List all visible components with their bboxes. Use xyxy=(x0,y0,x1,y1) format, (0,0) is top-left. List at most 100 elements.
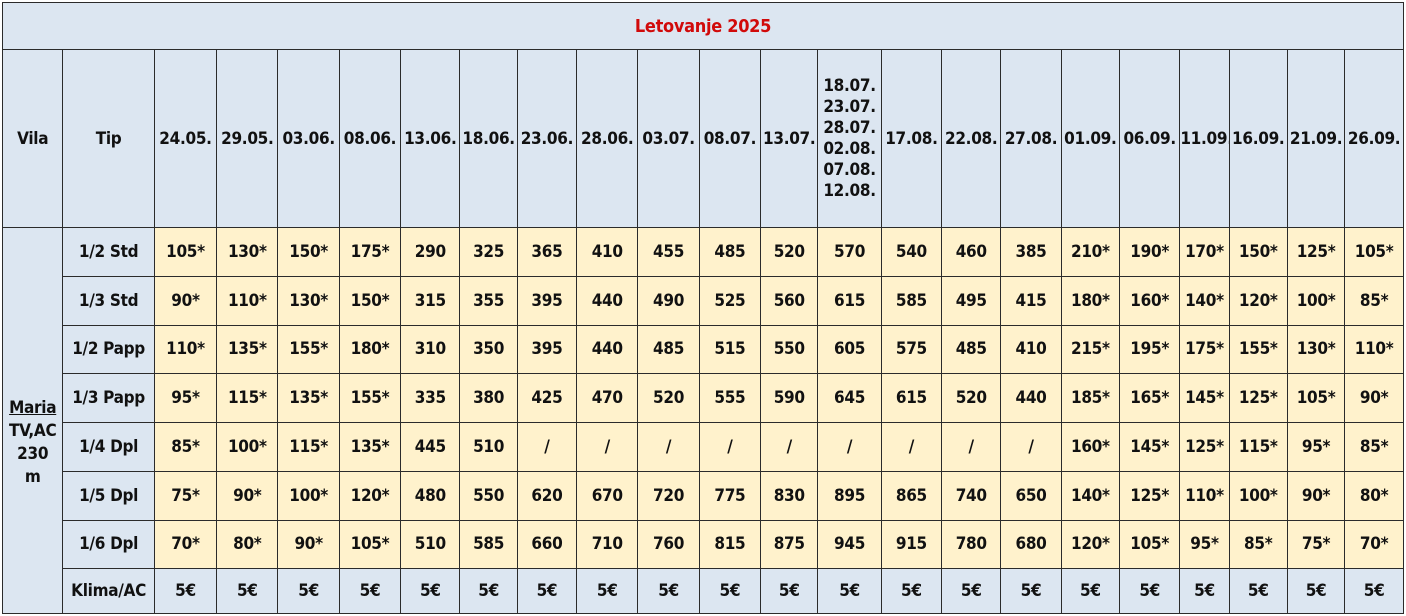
header-vila: Vila xyxy=(1,49,64,228)
price-cell: 105* xyxy=(1118,519,1181,570)
price-cell: 75* xyxy=(1286,519,1346,570)
price-cell: 585 xyxy=(880,275,943,326)
price-cell: 90* xyxy=(277,519,340,570)
price-cell: 135* xyxy=(338,422,402,472)
ac-price-cell: 5€ xyxy=(817,568,882,614)
price-cell: 335 xyxy=(400,373,461,423)
table-row: 1/6 Dpl 70* 80* 90* 105* 510 585 660 710 760 815 87… xyxy=(3,519,1404,570)
header-date: 13.07. xyxy=(760,49,819,228)
header-date: 27.08. xyxy=(1000,49,1062,228)
price-cell: 105* xyxy=(1286,373,1346,423)
price-cell: 350 xyxy=(459,324,518,375)
price-cell: 780 xyxy=(941,519,1002,570)
villa-distance-unit: m xyxy=(24,466,41,487)
price-cell: 540 xyxy=(880,227,943,277)
price-cell: 585 xyxy=(459,519,518,570)
price-cell: 165* xyxy=(1118,373,1181,423)
room-type: 1/5 Dpl xyxy=(62,470,155,521)
price-cell: 440 xyxy=(1000,373,1062,423)
price-cell: 680 xyxy=(1000,519,1062,570)
price-cell: 550 xyxy=(459,470,518,521)
price-cell: 70* xyxy=(1344,519,1404,570)
price-cell: 95* xyxy=(1179,519,1230,570)
price-cell: 605 xyxy=(817,324,882,375)
price-cell: 570 xyxy=(817,227,882,277)
price-cell: 575 xyxy=(880,324,943,375)
table-title: Letovanje 2025 xyxy=(2,2,1404,50)
ac-price-cell: 5€ xyxy=(1286,568,1346,614)
price-cell: 875 xyxy=(760,519,819,570)
header-date: 03.06. xyxy=(277,49,340,228)
header-date: 11.09. xyxy=(1179,49,1230,228)
price-cell: 720 xyxy=(637,470,700,521)
price-cell: 140* xyxy=(1179,275,1230,326)
price-cell: 110* xyxy=(216,275,279,326)
price-cell: 290 xyxy=(400,227,461,277)
price-cell: 510 xyxy=(400,519,461,570)
price-cell: 710 xyxy=(576,519,639,570)
price-cell: 615 xyxy=(817,275,882,326)
price-cell: 775 xyxy=(698,470,762,521)
ac-price-cell: 5€ xyxy=(216,568,279,614)
ac-price-cell: 5€ xyxy=(1228,568,1288,614)
room-type: 1/3 Papp xyxy=(62,373,155,423)
price-cell: 150* xyxy=(1228,227,1288,277)
price-cell: / xyxy=(698,422,762,472)
price-cell: 310 xyxy=(400,324,461,375)
price-cell: 440 xyxy=(576,324,639,375)
price-cell: 75* xyxy=(153,470,218,521)
price-cell: 100* xyxy=(216,422,279,472)
price-cell: 125* xyxy=(1179,422,1230,472)
price-cell: / xyxy=(941,422,1002,472)
price-cell: 490 xyxy=(637,275,700,326)
price-cell: 125* xyxy=(1118,470,1181,521)
price-cell: 550 xyxy=(760,324,819,375)
ac-price-cell: 5€ xyxy=(1118,568,1181,614)
price-cell: 520 xyxy=(760,227,819,277)
ac-price-cell: 5€ xyxy=(459,568,518,614)
header-date: 08.07. xyxy=(698,49,762,228)
villa-amenities: TV,AC xyxy=(8,420,57,441)
ac-price-cell: 5€ xyxy=(400,568,461,614)
price-cell: 150* xyxy=(277,227,340,277)
header-date: 18.06. xyxy=(459,49,518,228)
price-cell: 325 xyxy=(459,227,518,277)
table-row: 1/5 Dpl 75* 90* 100* 120* 480 550 620 670 720 775 8… xyxy=(3,470,1404,521)
ac-price-cell: 5€ xyxy=(277,568,340,614)
price-cell: 175* xyxy=(1179,324,1230,375)
price-cell: 415 xyxy=(1000,275,1062,326)
ac-surcharge-row: Klima/AC 5€ 5€ 5€ 5€ 5€ 5€ 5€ 5€ 5€ 5€ 5€ 5€ 5€ 5€ 5€ 5€… xyxy=(3,568,1404,614)
price-cell: 85* xyxy=(1344,422,1404,472)
header-date: 01.09. xyxy=(1060,49,1121,228)
price-cell: 170* xyxy=(1179,227,1230,277)
price-cell: 145* xyxy=(1179,373,1230,423)
price-cell: 385 xyxy=(1000,227,1062,277)
price-cell: 155* xyxy=(277,324,340,375)
room-type: 1/3 Std xyxy=(62,275,155,326)
price-cell: 560 xyxy=(760,275,819,326)
header-date: 21.09. xyxy=(1286,49,1346,228)
price-cell: 520 xyxy=(637,373,700,423)
price-cell: 110* xyxy=(153,324,218,375)
price-cell: 140* xyxy=(1060,470,1121,521)
price-cell: 615 xyxy=(880,373,943,423)
price-cell: 315 xyxy=(400,275,461,326)
price-cell: 525 xyxy=(698,275,762,326)
header-date: 18.07. 23.07. 28.07. 02.08. 07.08. 12.08. xyxy=(817,49,882,228)
price-cell: 520 xyxy=(941,373,1002,423)
price-cell: 760 xyxy=(637,519,700,570)
table-row: 1/3 Std 90* 110* 130* 150* 315 355 395 440 490 525… xyxy=(3,275,1404,326)
ac-price-cell: 5€ xyxy=(941,568,1002,614)
price-cell: 895 xyxy=(817,470,882,521)
price-cell: 395 xyxy=(516,324,578,375)
villa-distance: 230 xyxy=(17,443,49,464)
header-date: 23.06. xyxy=(516,49,578,228)
price-cell: 830 xyxy=(760,470,819,521)
ac-price-cell: 5€ xyxy=(1060,568,1121,614)
price-cell: 355 xyxy=(459,275,518,326)
price-cell: 485 xyxy=(698,227,762,277)
room-type: 1/4 Dpl xyxy=(62,422,155,472)
header-date: 29.05. xyxy=(216,49,279,228)
header-date: 06.09. xyxy=(1118,49,1181,228)
price-cell: 125* xyxy=(1228,373,1288,423)
